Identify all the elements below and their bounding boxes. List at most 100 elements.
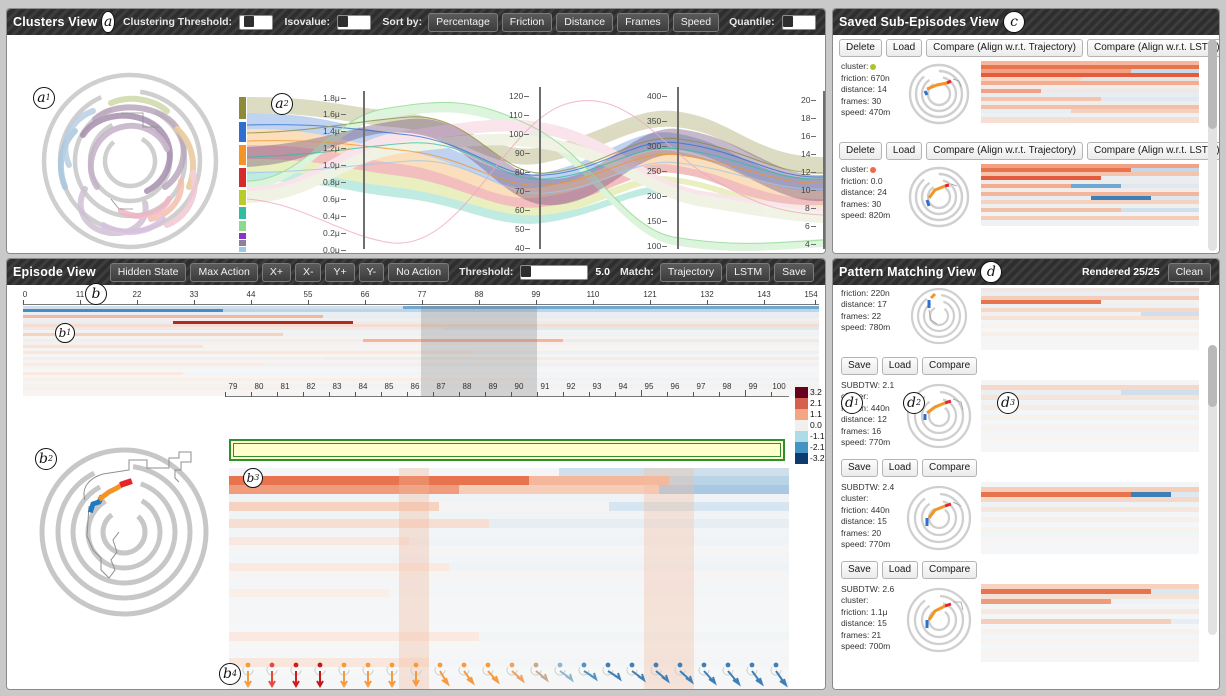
compare-button[interactable]: Compare — [922, 357, 978, 375]
pattern-match-item[interactable]: SUBDTW: 2.6 cluster: friction: 1.1μ dist… — [833, 582, 1219, 667]
selected-subsequence-inner — [233, 443, 781, 457]
load-button[interactable]: Load — [885, 39, 923, 57]
pattern-match-item[interactable]: SUBDTW: 2.4 cluster: friction: 440n dist… — [833, 480, 1219, 559]
clean-button[interactable]: Clean — [1167, 262, 1211, 282]
compare-trajectory-button[interactable]: Compare (Align w.r.t. Trajectory) — [926, 39, 1083, 57]
saved-episode-item[interactable]: cluster: friction: 0.0 distance: 24 fram… — [833, 162, 1219, 239]
compare-lstm-button[interactable]: Compare (Align w.r.t. LSTM) — [1086, 39, 1219, 57]
sort-speed-button[interactable]: Speed — [672, 12, 720, 32]
tick-label: 88 — [474, 290, 484, 299]
tick-label: 93 — [592, 382, 602, 391]
slider-knob[interactable] — [521, 265, 532, 277]
action-glyph — [527, 661, 551, 689]
cluster-swatch[interactable] — [239, 221, 246, 231]
y-minus-button[interactable]: Y- — [358, 262, 385, 282]
sort-friction-button[interactable]: Friction — [501, 12, 553, 32]
action-glyph — [551, 661, 575, 689]
compare-lstm-button[interactable]: Compare (Align w.r.t. LSTM) — [1086, 142, 1219, 160]
heatmap-svg — [981, 482, 1199, 554]
pattern-match-buttons: Save Load Compare — [833, 457, 1219, 480]
no-action-button[interactable]: No Action — [388, 262, 450, 282]
load-button[interactable]: Load — [881, 357, 919, 375]
load-button[interactable]: Load — [885, 142, 923, 160]
pattern-match-heatmap[interactable] — [981, 482, 1213, 559]
pattern-match-heatmap[interactable] — [981, 584, 1213, 667]
tick-label: 11 — [75, 290, 85, 299]
compare-trajectory-button[interactable]: Compare (Align w.r.t. Trajectory) — [926, 142, 1083, 160]
slider-knob[interactable] — [337, 15, 348, 27]
tick-label: 99 — [748, 382, 758, 391]
overview-heatmap-svg — [23, 306, 819, 396]
compare-button[interactable]: Compare — [922, 561, 978, 579]
saved-episode-heatmap[interactable] — [981, 164, 1213, 231]
pattern-panel-scrollbar[interactable] — [1208, 345, 1217, 635]
frames-value: frames: 30 — [841, 95, 882, 106]
cluster-swatch[interactable] — [239, 145, 246, 165]
episode-view-badge: b — [85, 283, 107, 305]
divergent-colorbar: 3.2 2.1 1.1 0.0 -1.1 -2.1 -3.2 — [795, 387, 825, 466]
load-button[interactable]: Load — [881, 459, 919, 477]
save-button[interactable]: Save — [841, 357, 878, 375]
save-button[interactable]: Save — [841, 561, 878, 579]
y-plus-button[interactable]: Y+ — [325, 262, 355, 282]
threshold-slider[interactable] — [520, 264, 589, 280]
cluster-swatch[interactable] — [239, 97, 246, 119]
match-trajectory-button[interactable]: Trajectory — [659, 262, 723, 282]
pattern-match-heatmap[interactable] — [981, 380, 1213, 457]
hidden-state-button[interactable]: Hidden State — [109, 262, 187, 282]
compare-button[interactable]: Compare — [922, 459, 978, 477]
speed-value: speed: 770m — [841, 539, 891, 550]
pattern-match-item[interactable]: friction: 220n distance: 17 frames: 22 s… — [833, 285, 1219, 355]
action-glyph — [263, 661, 287, 689]
cluster-swatch[interactable] — [239, 233, 246, 239]
saved-episode-item[interactable]: cluster: friction: 670n distance: 14 fra… — [833, 59, 1219, 136]
pattern-match-heatmap[interactable] — [981, 288, 1213, 355]
colorbar-label: 3.2 — [810, 387, 822, 397]
cluster-swatch[interactable] — [239, 253, 246, 254]
episode-detail-heatmap[interactable] — [229, 468, 789, 689]
max-action-button[interactable]: Max Action — [190, 262, 258, 282]
tick-label: 91 — [540, 382, 550, 391]
cluster-swatch[interactable] — [239, 247, 246, 252]
match-lstm-button[interactable]: LSTM — [726, 262, 771, 282]
save-button[interactable]: Save — [774, 262, 815, 282]
cluster-swatch[interactable] — [239, 168, 246, 187]
slider-knob[interactable] — [782, 15, 793, 27]
save-button[interactable]: Save — [841, 459, 878, 477]
saved-episode-heatmap[interactable] — [981, 61, 1213, 128]
sort-frames-button[interactable]: Frames — [617, 12, 669, 32]
sort-percentage-button[interactable]: Percentage — [428, 12, 498, 32]
cluster-swatch[interactable] — [239, 122, 246, 142]
tick-label: 94 — [618, 382, 628, 391]
clustering-threshold-slider[interactable] — [239, 14, 274, 30]
saved-panel-scrollbar[interactable] — [1208, 39, 1217, 251]
maze-thumbnail-svg — [906, 485, 972, 551]
cluster-swatch[interactable] — [239, 207, 246, 219]
cluster-color-axis[interactable] — [239, 97, 247, 254]
scrollbar-thumb[interactable] — [1208, 39, 1217, 129]
pattern-match-item[interactable]: SUBDTW: 2.1 cluster: friction: 440n dist… — [833, 378, 1219, 457]
saved-episode-maze — [903, 164, 975, 235]
load-button[interactable]: Load — [881, 561, 919, 579]
delete-button[interactable]: Delete — [839, 142, 882, 160]
distance-value: distance: 15 — [841, 618, 887, 629]
x-minus-button[interactable]: X- — [294, 262, 322, 282]
cluster-swatch[interactable] — [239, 240, 246, 246]
x-plus-button[interactable]: X+ — [261, 262, 291, 282]
delete-button[interactable]: Delete — [839, 39, 882, 57]
quantile-slider[interactable] — [781, 14, 816, 30]
distance-value: distance: 17 — [841, 299, 887, 310]
pattern-match-maze — [903, 584, 975, 667]
sort-distance-button[interactable]: Distance — [556, 12, 614, 32]
tick-label: 98 — [722, 382, 732, 391]
selected-subsequence-box[interactable] — [229, 439, 785, 461]
distance-value: distance: 14 — [841, 84, 887, 95]
isovalue-slider[interactable] — [336, 14, 372, 30]
slider-knob[interactable] — [244, 15, 255, 27]
action-glyph — [647, 661, 671, 689]
clusters-view-title: Clusters View — [13, 15, 98, 29]
cluster-swatch[interactable] — [239, 190, 246, 205]
scrollbar-thumb[interactable] — [1208, 345, 1217, 407]
